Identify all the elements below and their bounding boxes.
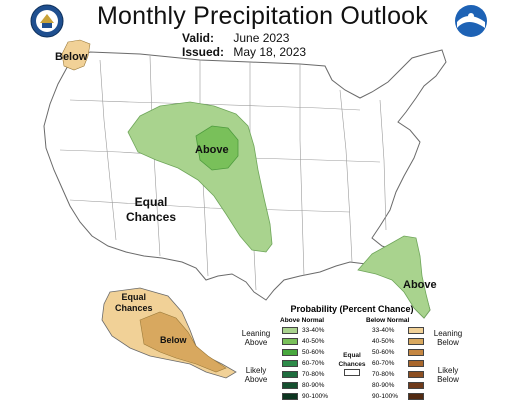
- legend-below-row: 33-40%: [232, 327, 472, 339]
- legend-above-swatch: [282, 349, 298, 356]
- likely-above-line1: Likely: [245, 366, 267, 375]
- valid-value: June 2023: [233, 31, 290, 45]
- equal-chances-line2: Chances: [126, 210, 177, 224]
- legend-above-row: 40-50%: [232, 338, 472, 350]
- valid-label: Valid:: [182, 31, 215, 45]
- label-alaska-equal-chances: Equal Chances: [115, 292, 153, 314]
- legend-below-swatch: [408, 360, 424, 367]
- legend-below-swatch: [408, 327, 424, 334]
- legend-below-header: Below Normal: [366, 317, 410, 324]
- legend-below-range: 80-90%: [372, 382, 395, 389]
- commerce-dept-seal-icon: [30, 4, 64, 38]
- legend-below-swatch: [408, 393, 424, 400]
- label-below-northwest: Below: [55, 51, 88, 63]
- alaska-equal-line1: Equal: [121, 292, 147, 302]
- legend-leaning-above: Leaning Above: [236, 329, 276, 347]
- alaska-equal-line2: Chances: [115, 303, 153, 313]
- legend-above-row: 60-70%: [232, 360, 472, 372]
- legend-above-range: 60-70%: [302, 360, 325, 367]
- legend-above-swatch: [282, 393, 298, 400]
- legend-below-swatch: [408, 382, 424, 389]
- legend-above-range: 40-50%: [302, 338, 325, 345]
- likely-above-line2: Above: [244, 375, 268, 384]
- legend-above-range: 90-100%: [302, 393, 329, 400]
- legend-equal-chances-swatch: [344, 369, 360, 376]
- page-title: Monthly Precipitation Outlook: [97, 2, 428, 30]
- legend-below-range: 70-80%: [372, 371, 395, 378]
- header: Monthly Precipitation Outlook Valid: Jun…: [0, 0, 525, 62]
- issued-label: Issued:: [182, 45, 225, 59]
- legend-above-range: 70-80%: [302, 371, 325, 378]
- label-equal-chances: Equal Chances: [126, 195, 176, 225]
- legend-above-swatch: [282, 338, 298, 345]
- legend-below-row: 90-100%: [232, 393, 472, 405]
- state-borders: [59, 55, 387, 291]
- legend-below-swatch: [408, 338, 424, 345]
- likely-below-line1: Likely: [437, 366, 459, 375]
- legend-above-swatch: [282, 327, 298, 334]
- legend-title: Probability (Percent Chance): [290, 304, 414, 314]
- legend-above-swatch: [282, 382, 298, 389]
- legend-below-range: 40-50%: [372, 338, 395, 345]
- legend-above-range: 80-90%: [302, 382, 325, 389]
- legend-above-row: 90-100%: [232, 393, 472, 405]
- legend-above-swatch: [282, 360, 298, 367]
- legend-below-range: 33-40%: [372, 327, 395, 334]
- leaning-below-line1: Leaning: [433, 329, 463, 338]
- legend-above-range: 33-40%: [302, 327, 325, 334]
- legend-below-swatch: [408, 349, 424, 356]
- legend-above-row: 50-60%: [232, 349, 472, 361]
- legend-above-row: 70-80%: [232, 371, 472, 383]
- legend-below-range: 90-100%: [372, 393, 399, 400]
- legend-above-row: 80-90%: [232, 382, 472, 394]
- issued-line: Issued: May 18, 2023: [182, 45, 306, 59]
- legend-below-range: 60-70%: [372, 360, 395, 367]
- valid-line: Valid: June 2023: [182, 31, 289, 45]
- issued-value: May 18, 2023: [233, 45, 307, 59]
- legend-equal-line2: Chances: [338, 361, 366, 368]
- legend-likely-below: Likely Below: [428, 366, 468, 384]
- legend-equal-chances: Equal Chances: [332, 351, 372, 369]
- alaska-below-core: [139, 311, 227, 373]
- legend: Probability (Percent Chance) Above Norma…: [232, 300, 472, 404]
- leaning-above-line2: Above: [244, 338, 268, 347]
- below-region-northwest: [61, 39, 91, 71]
- leaning-above-line1: Leaning: [241, 329, 271, 338]
- label-alaska-below: Below: [160, 335, 187, 345]
- legend-above-row: 33-40%: [232, 327, 472, 339]
- legend-below-row: 80-90%: [232, 382, 472, 394]
- legend-below-row: 70-80%: [232, 371, 472, 383]
- legend-likely-above: Likely Above: [236, 366, 276, 384]
- noaa-seal-icon: [455, 5, 487, 37]
- legend-below-row: 60-70%: [232, 360, 472, 372]
- legend-equal-line1: Equal: [343, 352, 361, 359]
- legend-below-row: 40-50%: [232, 338, 472, 350]
- legend-below-swatch: [408, 371, 424, 378]
- above-region-core: [195, 125, 239, 171]
- above-region-southeast: [357, 235, 431, 319]
- legend-above-swatch: [282, 371, 298, 378]
- likely-below-line2: Below: [437, 375, 459, 384]
- label-above-rockies: Above: [195, 144, 229, 156]
- equal-chances-line1: Equal: [134, 195, 168, 209]
- legend-above-range: 50-60%: [302, 349, 325, 356]
- label-above-florida: Above: [403, 279, 437, 291]
- leaning-below-line2: Below: [437, 338, 459, 347]
- legend-leaning-below: Leaning Below: [428, 329, 468, 347]
- legend-below-row: 50-60%: [232, 349, 472, 361]
- legend-below-range: 50-60%: [372, 349, 395, 356]
- legend-above-header: Above Normal: [280, 317, 325, 324]
